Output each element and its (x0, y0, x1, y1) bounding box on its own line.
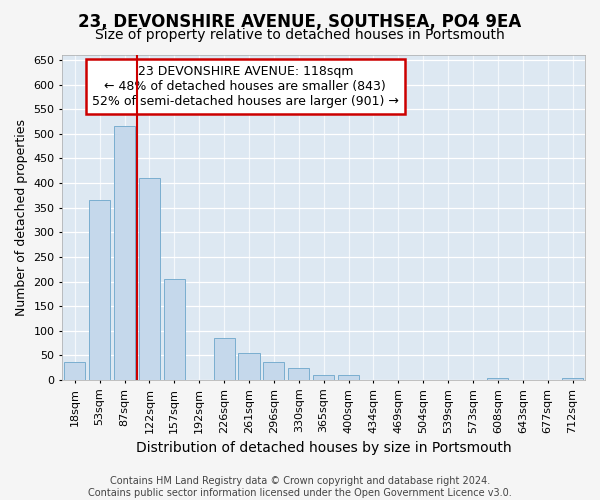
Bar (164, 279, 185, 380)
Text: Size of property relative to detached houses in Portsmouth: Size of property relative to detached ho… (95, 28, 505, 42)
Bar (139, 178, 160, 380)
Bar (562, 378, 583, 380)
Text: Contains HM Land Registry data © Crown copyright and database right 2024.
Contai: Contains HM Land Registry data © Crown c… (88, 476, 512, 498)
Bar (263, 362, 284, 380)
Y-axis label: Number of detached properties: Number of detached properties (15, 119, 28, 316)
Text: 23 DEVONSHIRE AVENUE: 118sqm
← 48% of detached houses are smaller (843)
52% of s: 23 DEVONSHIRE AVENUE: 118sqm ← 48% of de… (92, 65, 398, 108)
Text: 23, DEVONSHIRE AVENUE, SOUTHSEA, PO4 9EA: 23, DEVONSHIRE AVENUE, SOUTHSEA, PO4 9EA (79, 12, 521, 30)
Bar (338, 375, 359, 380)
Bar (89, 200, 110, 380)
Bar (238, 353, 260, 380)
Bar (313, 375, 334, 380)
Bar (64, 362, 85, 380)
Bar (114, 126, 135, 380)
Bar (288, 368, 310, 380)
X-axis label: Distribution of detached houses by size in Portsmouth: Distribution of detached houses by size … (136, 441, 511, 455)
Bar (487, 378, 508, 380)
Bar (214, 338, 235, 380)
